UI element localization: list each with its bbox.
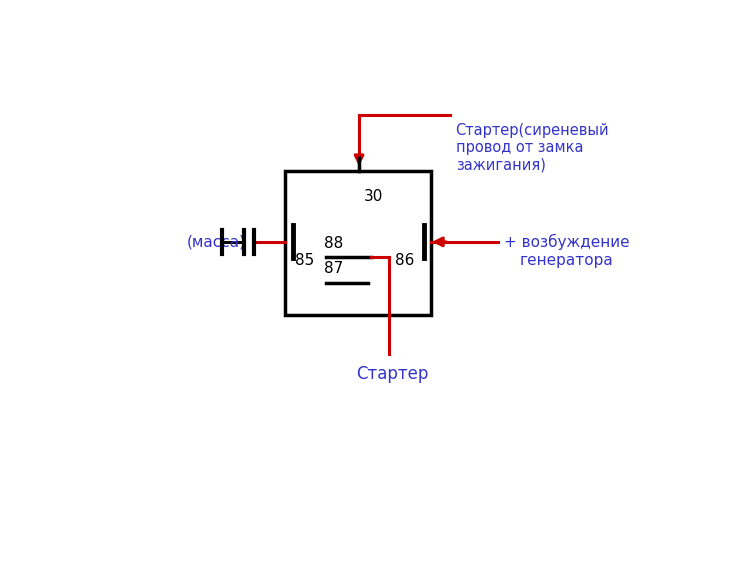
Text: Стартер(сиреневый
провод от замка
зажигания): Стартер(сиреневый провод от замка зажига… bbox=[456, 122, 610, 172]
Text: (масса): (масса) bbox=[187, 235, 246, 249]
Text: 85: 85 bbox=[295, 253, 315, 268]
Text: 86: 86 bbox=[395, 253, 415, 268]
Text: + возбуждение
генератора: + возбуждение генератора bbox=[504, 234, 629, 268]
Text: Стартер: Стартер bbox=[356, 365, 429, 383]
Text: 30: 30 bbox=[364, 189, 383, 204]
Text: 87: 87 bbox=[324, 261, 343, 276]
Text: 88: 88 bbox=[324, 236, 343, 251]
Bar bbox=[285, 171, 431, 315]
